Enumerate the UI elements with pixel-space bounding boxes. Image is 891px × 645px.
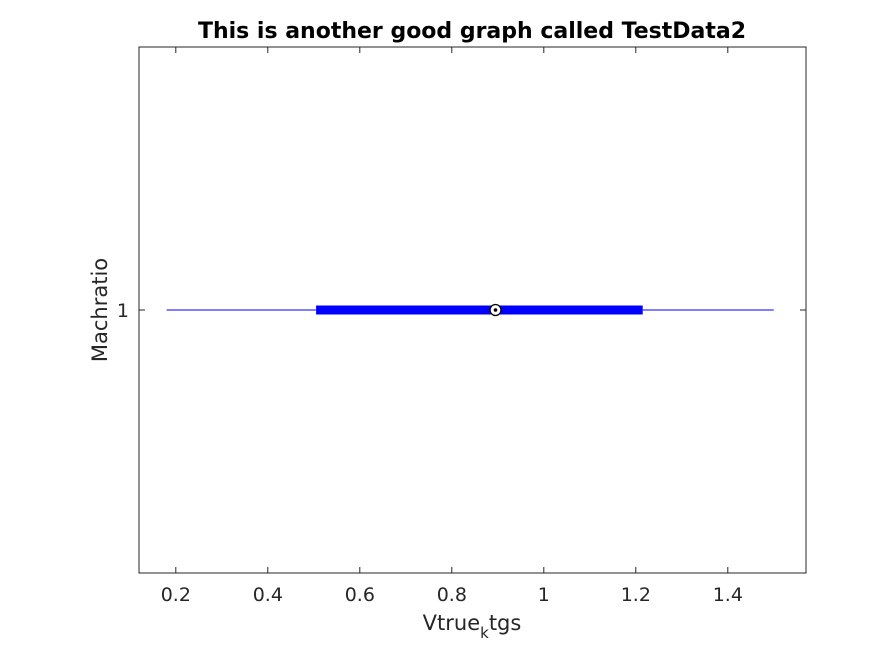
y-axis-ticks: 1 bbox=[117, 300, 806, 322]
x-axis-label-subscript: k bbox=[480, 624, 489, 642]
x-axis-label: Vtruektgs bbox=[423, 611, 522, 642]
median-marker-dot bbox=[493, 308, 498, 312]
chart-title: This is another good graph called TestDa… bbox=[198, 19, 746, 44]
x-tick-label: 0.6 bbox=[345, 584, 375, 606]
x-tick-label: 0.2 bbox=[161, 584, 191, 606]
x-tick-label: 0.4 bbox=[253, 584, 283, 606]
x-tick-label: 1.2 bbox=[621, 584, 651, 606]
y-tick-label: 1 bbox=[117, 300, 129, 322]
x-tick-label: 0.8 bbox=[437, 584, 467, 606]
x-tick-label: 1.4 bbox=[713, 584, 743, 606]
x-axis-ticks: 0.2 0.4 0.6 0.8 1 1.2 1.4 bbox=[161, 47, 743, 606]
box-series bbox=[166, 303, 774, 317]
y-axis-label: Machratio bbox=[88, 258, 112, 362]
x-axis-label-suffix: tgs bbox=[489, 611, 522, 635]
x-axis-label-main: Vtrue bbox=[423, 611, 480, 635]
x-tick-label: 1 bbox=[538, 584, 550, 606]
